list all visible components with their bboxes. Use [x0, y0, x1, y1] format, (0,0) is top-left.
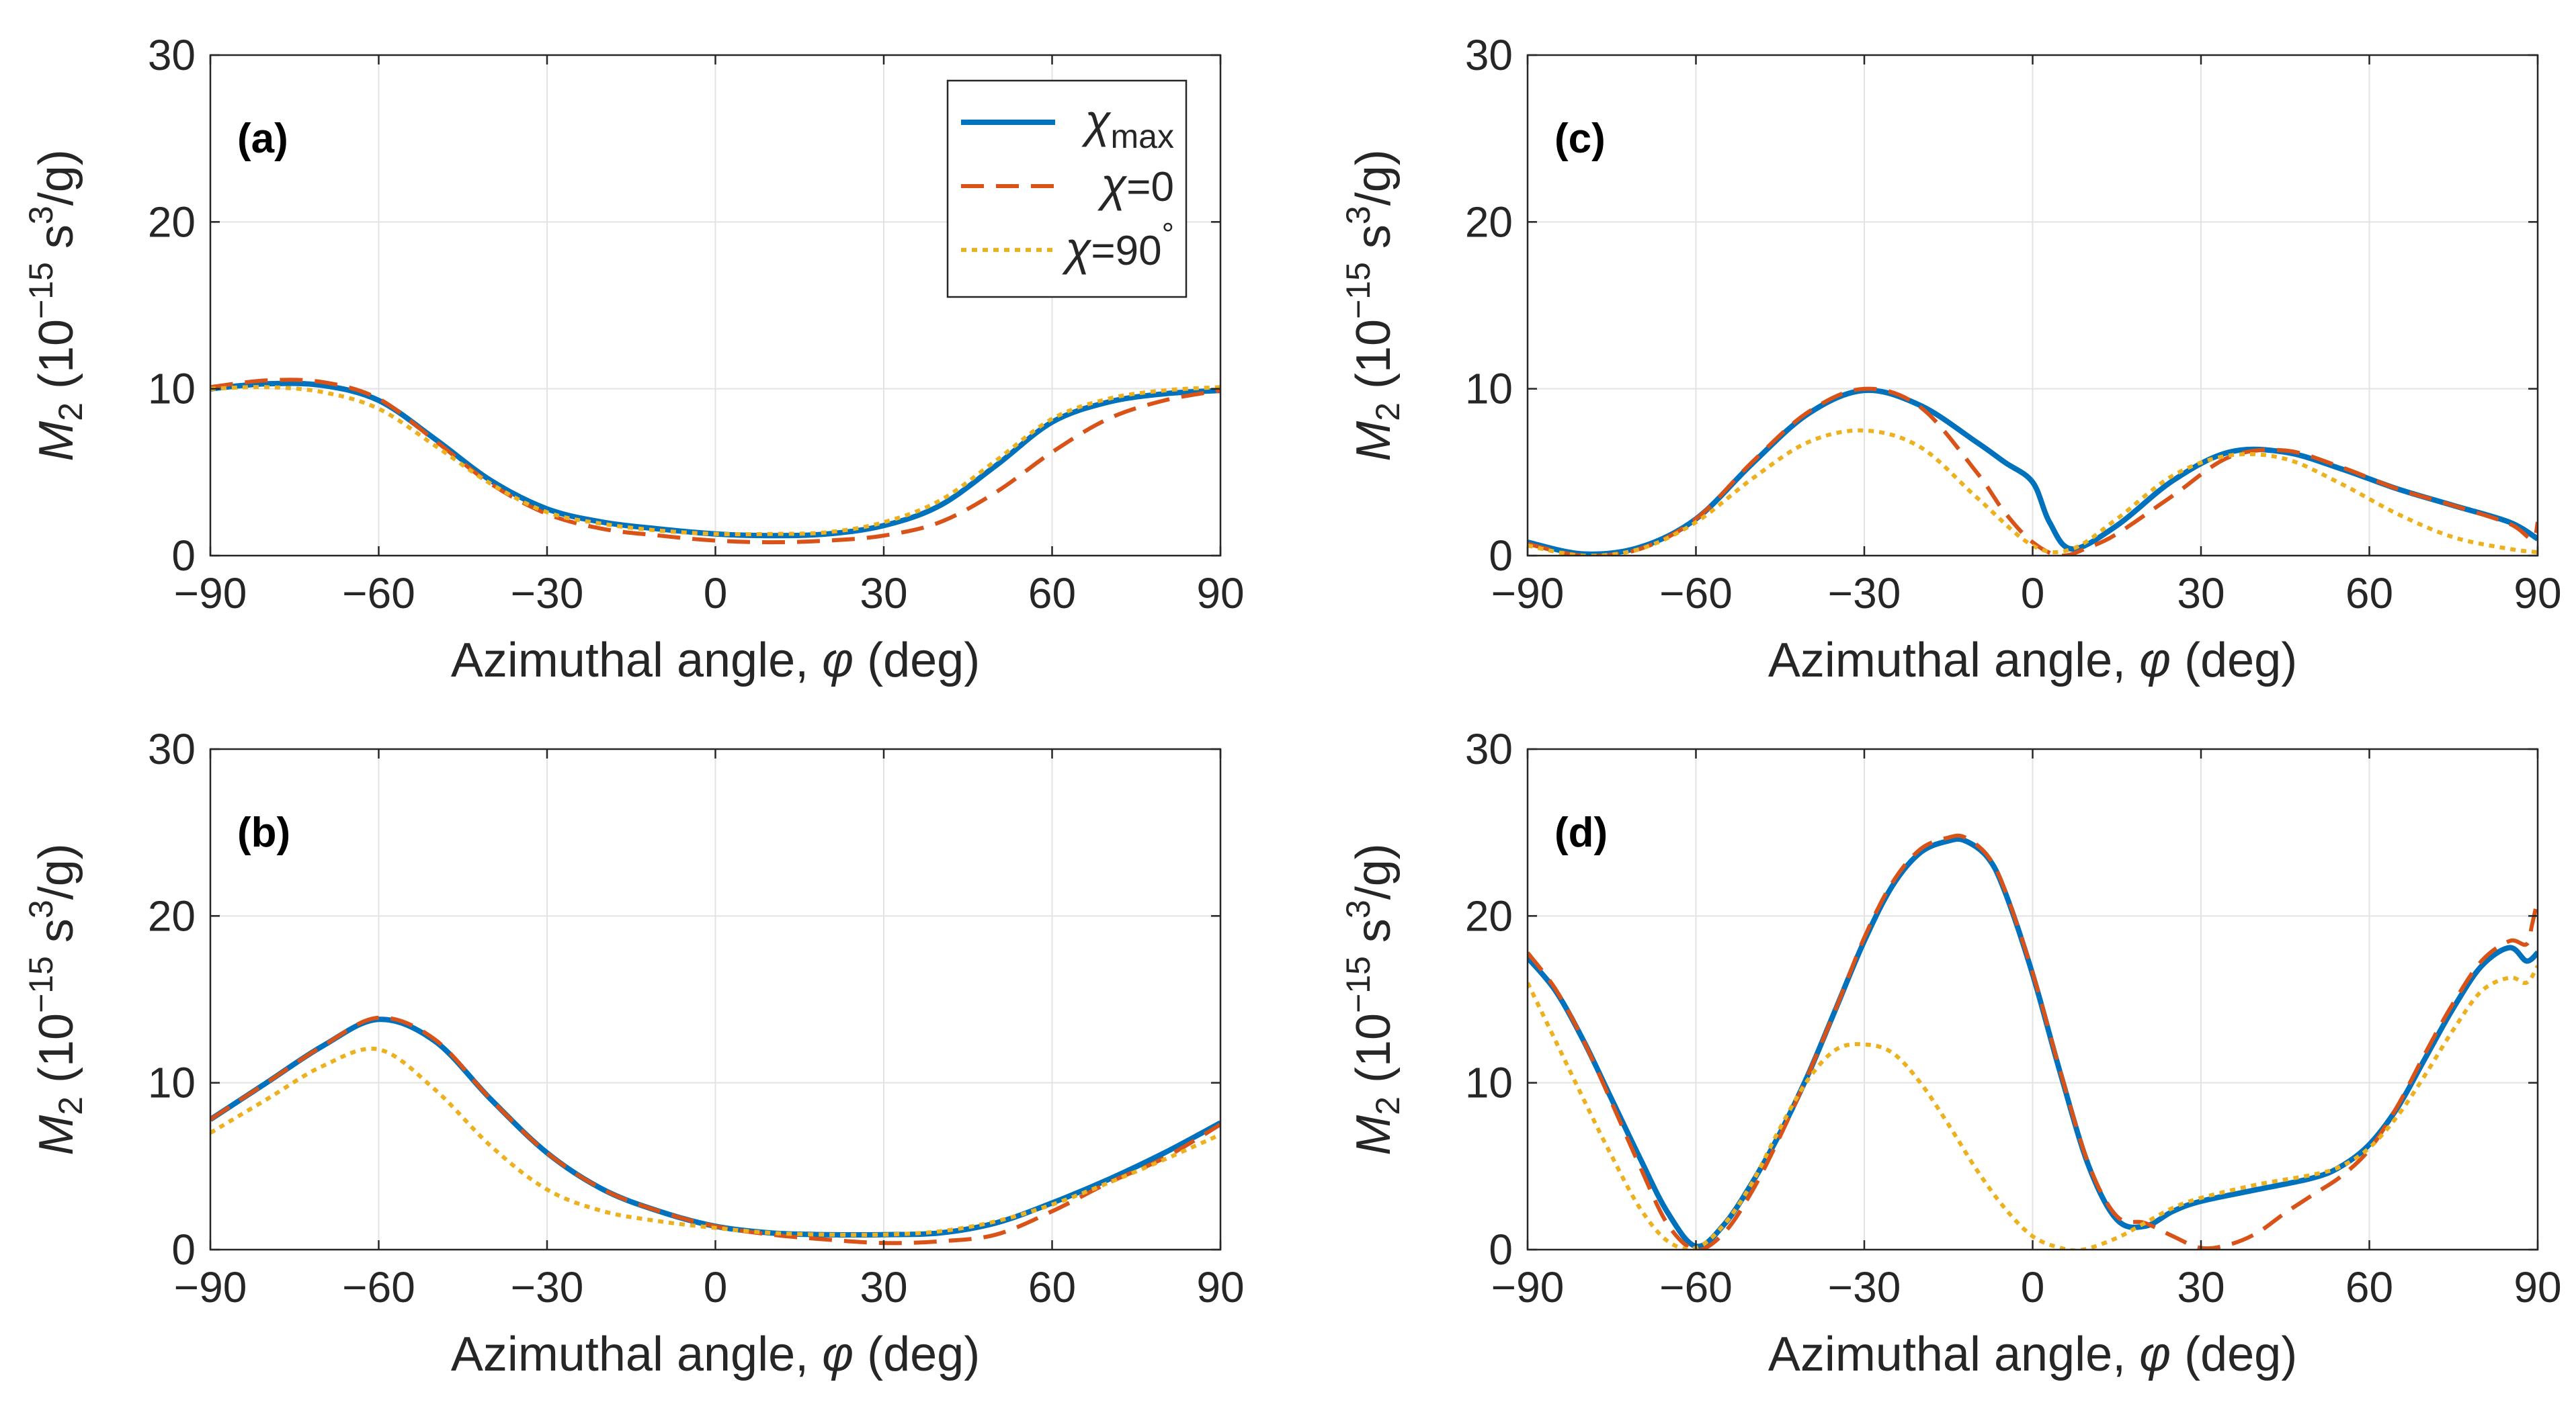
x-tick-label: 30: [2177, 1263, 2225, 1311]
x-tick-label: 0: [2021, 1263, 2045, 1311]
x-tick-label: 60: [2345, 569, 2393, 617]
y-axis-label: M2 (10−15 s3/g): [1339, 843, 1407, 1156]
x-tick-label: −60: [1659, 569, 1733, 617]
y-tick-label: 0: [1489, 1225, 1513, 1274]
x-tick-label: −30: [1828, 1263, 1901, 1311]
chart-panel-3: −90 −60 −30 0 30 60 90 0 10 20 30 (d) Azimuthal angl…: [1339, 725, 2562, 1381]
x-tick-label: −30: [511, 569, 584, 617]
series-line-dashed: [210, 1015, 1220, 1246]
series-group: [1528, 386, 2538, 556]
series-group: [210, 1015, 1220, 1246]
y-tick-label: 10: [1465, 365, 1513, 413]
series-group: [210, 378, 1220, 545]
x-axis-label: Azimuthal angle, φ (deg): [451, 1328, 980, 1381]
y-tick-label: 10: [1465, 1059, 1513, 1107]
x-tick-label: −90: [1491, 569, 1565, 617]
x-tick-label: 0: [704, 1263, 728, 1311]
panel-label: (d): [1554, 810, 1608, 856]
panel-label: (a): [237, 116, 288, 162]
x-tick-label: 60: [1028, 1263, 1076, 1311]
x-tick-label: −60: [342, 1263, 415, 1311]
x-tick-label: 0: [2021, 569, 2045, 617]
y-tick-label: 10: [148, 365, 196, 413]
x-tick-label: −30: [511, 1263, 584, 1311]
y-axis-label: M2 (10−15 s3/g): [22, 843, 89, 1156]
y-tick-label: 30: [1465, 725, 1513, 773]
y-tick-label: 30: [148, 31, 196, 79]
x-tick-label: −90: [174, 569, 247, 617]
x-tick-label: −90: [174, 1263, 247, 1311]
series-group: [1528, 833, 2538, 1250]
y-tick-label: 30: [1465, 31, 1513, 79]
x-axis-label: Azimuthal angle, φ (deg): [1768, 634, 2297, 687]
series-line-dotted: [210, 1046, 1220, 1238]
x-axis-label: Azimuthal angle, φ (deg): [1768, 1328, 2297, 1381]
y-tick-label: 20: [1465, 892, 1513, 940]
x-axis-label: Azimuthal angle, φ (deg): [451, 634, 980, 687]
x-tick-label: 90: [1196, 569, 1244, 617]
panel-label: (c): [1554, 116, 1606, 162]
x-tick-label: −30: [1828, 569, 1901, 617]
series-line-dashed: [1528, 833, 2538, 1250]
y-tick-label: 20: [148, 198, 196, 246]
chart-panel-2: −90 −60 −30 0 30 60 90 0 10 20 30 (c) Azimuthal angl…: [1339, 31, 2562, 687]
x-tick-label: −60: [342, 569, 415, 617]
chart-panel-1: −90 −60 −30 0 30 60 90 0 10 20 30 (b) Azimuthal angl…: [22, 725, 1245, 1381]
y-tick-label: 20: [1465, 198, 1513, 246]
panel-label: (b): [237, 810, 290, 856]
series-line-dashed: [1528, 386, 2538, 556]
x-tick-label: 90: [2513, 569, 2561, 617]
x-tick-label: 60: [2345, 1263, 2393, 1311]
series-line-dotted: [1528, 428, 2538, 556]
x-tick-label: 30: [2177, 569, 2225, 617]
x-tick-label: 0: [704, 569, 728, 617]
x-tick-label: 30: [860, 569, 907, 617]
x-tick-label: −90: [1491, 1263, 1565, 1311]
y-tick-label: 20: [148, 892, 196, 940]
legend-label: χ=0: [1097, 159, 1174, 211]
y-tick-label: 30: [148, 725, 196, 773]
y-axis-label: M2 (10−15 s3/g): [22, 149, 89, 462]
legend-label: χ=90°: [1061, 216, 1174, 275]
y-tick-label: 10: [148, 1059, 196, 1107]
series-line-dotted: [1528, 965, 2538, 1250]
x-tick-label: 60: [1028, 569, 1076, 617]
y-axis-label: M2 (10−15 s3/g): [1339, 149, 1407, 462]
x-tick-label: 30: [860, 1263, 907, 1311]
x-tick-label: 90: [1196, 1263, 1244, 1311]
legend-box: [946, 79, 1188, 298]
x-tick-label: 90: [2513, 1263, 2561, 1311]
y-tick-label: 0: [171, 1225, 196, 1274]
x-tick-label: −60: [1659, 1263, 1733, 1311]
y-tick-label: 0: [1489, 531, 1513, 580]
chart-panel-0: −90 −60 −30 0 30 60 90 0 10 20 30 (a) Azimuthal angl…: [22, 31, 1245, 687]
y-tick-label: 0: [171, 531, 196, 580]
legend-label: χmax: [1081, 95, 1174, 155]
series-line-dotted: [210, 385, 1220, 537]
